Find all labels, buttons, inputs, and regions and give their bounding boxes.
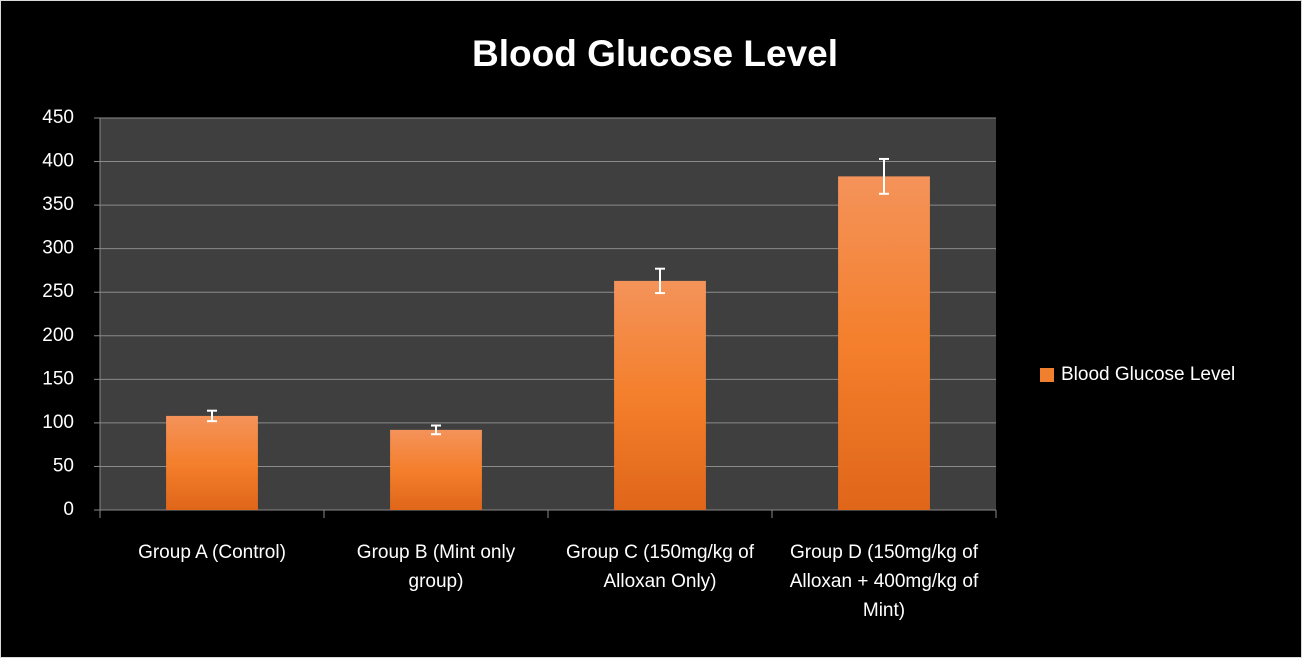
y-tick-label: 50 (53, 455, 74, 476)
x-tick-label: Group D (150mg/kg of Alloxan + 400mg/kg o… (790, 542, 979, 621)
error-bar (879, 157, 889, 195)
legend-swatch (1040, 368, 1054, 382)
y-tick-label: 250 (42, 281, 74, 302)
bar (838, 176, 930, 510)
y-tick-label: 350 (42, 194, 74, 215)
error-bar (431, 424, 441, 436)
x-tick-label: Group B (Mint only group) (357, 542, 516, 592)
error-bar (207, 409, 217, 423)
x-tick-label: Group C (150mg/kg of Alloxan Only) (566, 542, 755, 592)
chart-title: Blood Glucose Level (472, 33, 838, 74)
y-tick-label: 0 (63, 499, 74, 520)
y-tick-label: 200 (42, 325, 74, 346)
bar (166, 415, 258, 510)
y-tick-label: 300 (42, 238, 74, 259)
y-tick-label: 100 (42, 412, 74, 433)
legend-label: Blood Glucose Level (1061, 364, 1235, 385)
y-tick-label: 450 (42, 107, 74, 128)
y-tick-label: 150 (42, 368, 74, 389)
error-bar (655, 267, 665, 295)
y-tick-label: 400 (42, 151, 74, 172)
bar (390, 429, 482, 510)
x-tick-label: Group A (Control) (138, 542, 286, 563)
bar (614, 280, 706, 510)
